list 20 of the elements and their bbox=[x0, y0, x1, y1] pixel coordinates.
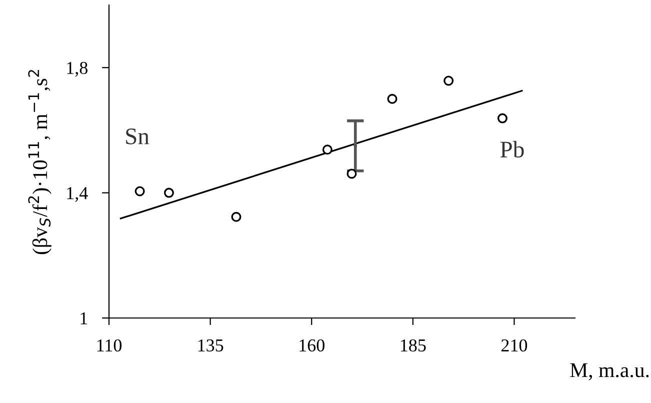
point bbox=[387, 94, 398, 104]
y-tick-label: 1,8 bbox=[67, 62, 88, 77]
x-tick-label: 160 bbox=[300, 339, 324, 352]
annotation: Sn bbox=[126, 128, 150, 144]
text: (βv$_{S}$/f$^{2}$)·10$^{11}$, m$^{−1}$,s$^{2}$ bbox=[28, 70, 52, 254]
x-axis-title: M, m.a.u. bbox=[570, 363, 649, 380]
x-tick-label: 110 bbox=[97, 339, 122, 352]
point bbox=[231, 212, 242, 222]
x-tick-label: 185 bbox=[400, 339, 426, 352]
point bbox=[134, 186, 145, 196]
y-tick-label: 1,4 bbox=[67, 187, 88, 202]
point bbox=[444, 76, 454, 86]
point bbox=[322, 144, 332, 155]
point bbox=[346, 168, 357, 179]
x-tick-label: 210 bbox=[501, 339, 528, 352]
y-tick-label: 1 bbox=[80, 312, 88, 324]
point bbox=[164, 188, 174, 198]
annotation: Pb bbox=[500, 140, 524, 158]
x-tick-label: 135 bbox=[198, 339, 224, 352]
point bbox=[497, 113, 508, 124]
